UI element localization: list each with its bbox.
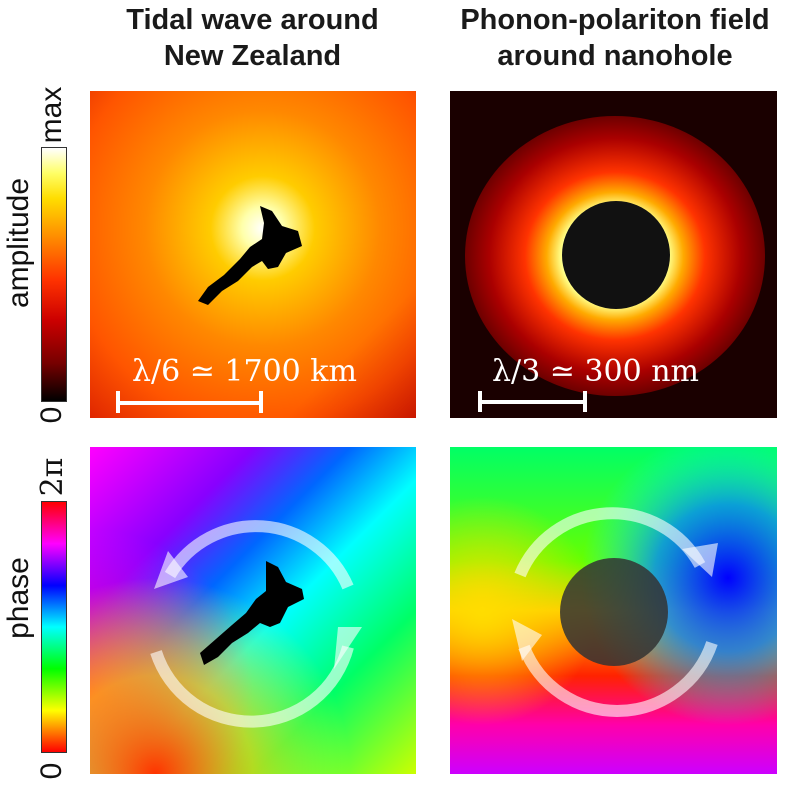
nanohole (560, 558, 668, 666)
phase-zero-label: 0 (35, 762, 68, 780)
nanohole (562, 201, 670, 309)
title-phonon-line1: Phonon-polariton field (460, 4, 770, 36)
tidal-scale-bar: λ/6 ≃ 1700 km (116, 354, 357, 413)
nanohole-amplitude-panel: λ/3 ≃ 300 nm (450, 91, 777, 418)
new-zealand-landmass (198, 206, 302, 305)
new-zealand-landmass (200, 561, 304, 665)
phase-colorbar (41, 501, 67, 753)
amplitude-max-label: max (35, 86, 68, 144)
amplitude-colorbar (41, 147, 67, 402)
tidal-scale-label: λ/6 ≃ 1700 km (132, 354, 357, 389)
title-phonon-polariton: Phonon-polariton field around nanohole (430, 2, 800, 74)
rotation-arrows (150, 520, 354, 728)
nanohole-scale-label: λ/3 ≃ 300 nm (492, 354, 699, 389)
nanohole-scale-bar: λ/3 ≃ 300 nm (478, 354, 699, 412)
tidal-phase-panel (90, 447, 416, 774)
amplitude-row-label: amplitude (2, 177, 35, 309)
nanohole-phase-panel (450, 447, 777, 774)
phase-row-label: phase (2, 557, 35, 639)
title-phonon-line2: around nanohole (497, 40, 733, 72)
rotation-arrows (514, 507, 718, 717)
amplitude-zero-label: 0 (35, 406, 68, 424)
title-tidal-wave: Tidal wave around New Zealand (80, 2, 425, 74)
title-tidal-line2: New Zealand (163, 40, 342, 72)
phase-2pi-label: 2π (35, 457, 70, 497)
title-tidal-line1: Tidal wave around (126, 4, 379, 36)
tidal-amplitude-panel: λ/6 ≃ 1700 km (90, 91, 416, 418)
